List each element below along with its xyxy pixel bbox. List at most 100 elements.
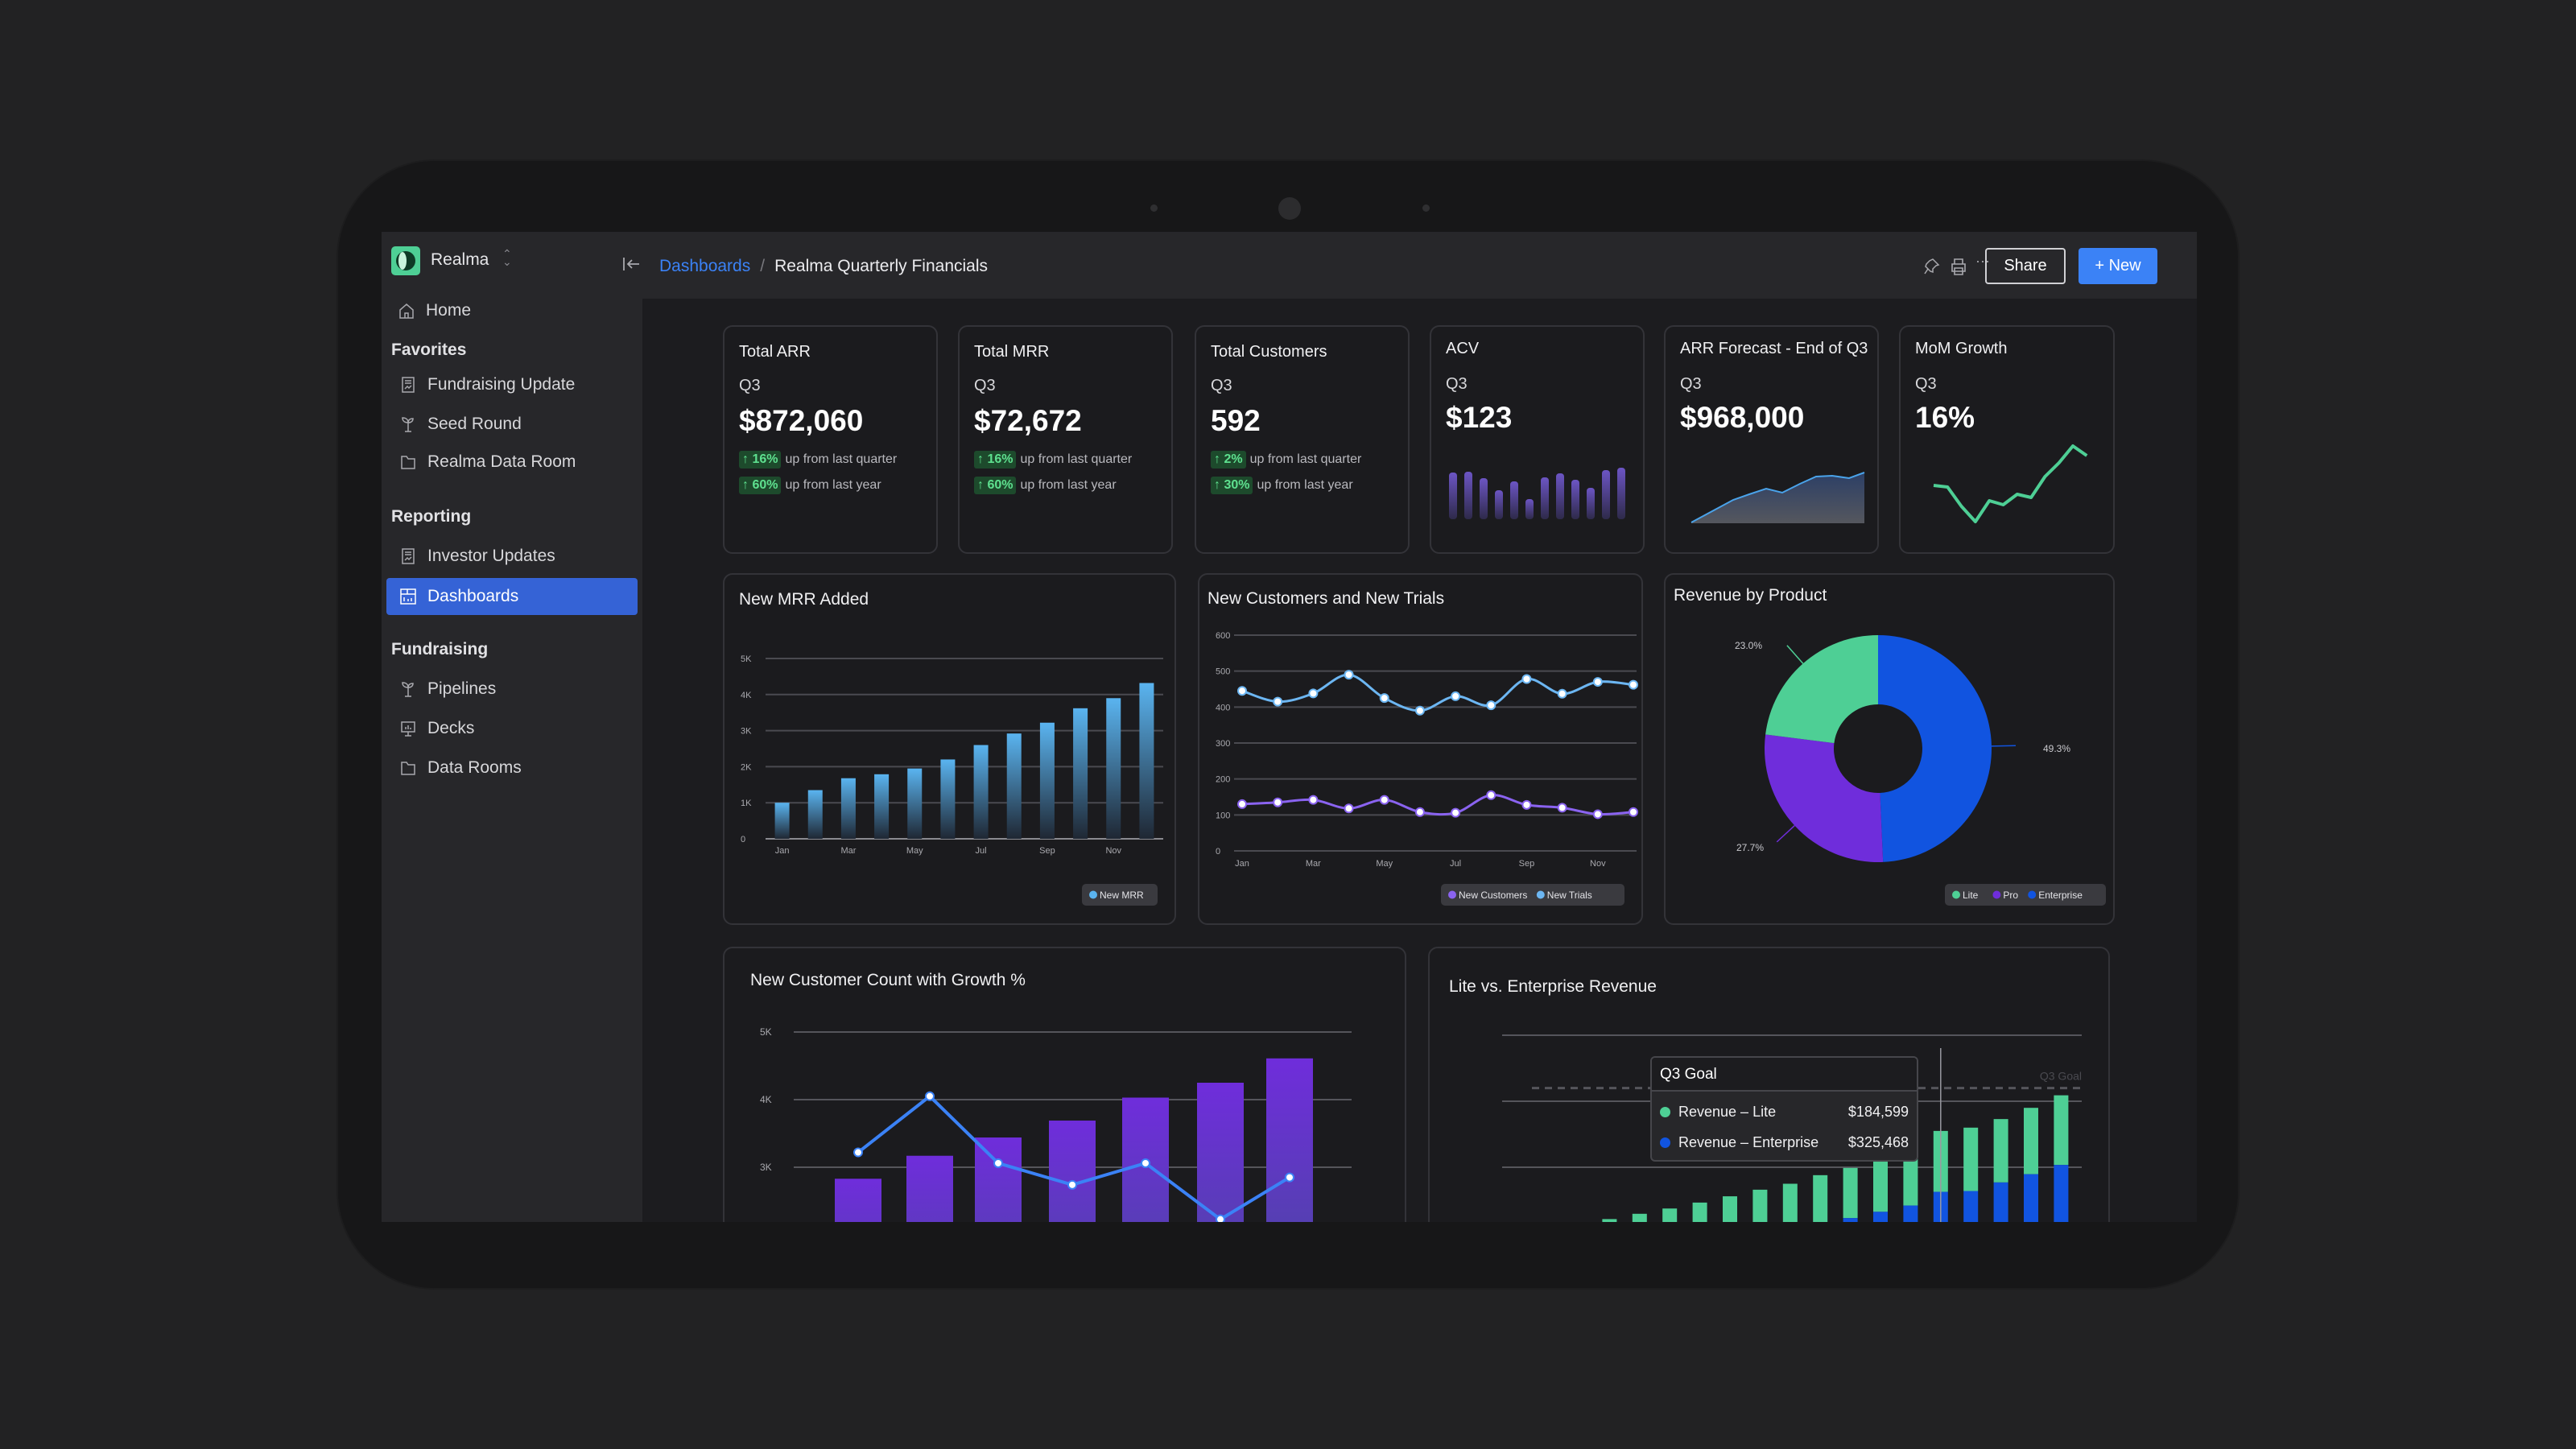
data-point (1237, 799, 1247, 809)
y-tick-label: 4K (760, 1094, 772, 1105)
sidebar: Realma ⌃ ⌄ Home Favorites Fundraising Upd… (382, 232, 642, 1222)
chevron-updown-icon[interactable]: ⌃ ⌄ (502, 247, 512, 268)
kpi-card-acv: ACV Q3 $123 (1430, 325, 1645, 554)
realma-logo (391, 246, 420, 275)
kpi-period: Q3 (739, 377, 761, 394)
share-button[interactable]: Share (1985, 248, 2066, 284)
breadcrumb-separator: / (760, 257, 766, 275)
sidebar-item-investor-updates[interactable]: Investor Updates (386, 539, 638, 574)
enterprise-dot-icon (1660, 1137, 1670, 1148)
x-tick-label: Jul (976, 846, 987, 856)
customer-count-bar (835, 1179, 881, 1222)
legend-box (1945, 884, 2106, 906)
legend-label: New Trials (1547, 890, 1592, 901)
sidebar-item-label: Investor Updates (427, 547, 555, 565)
chart-card-new-customer-count: New Customer Count with Growth % 3K 4K 5K (723, 947, 1406, 1222)
legend-label: New MRR (1100, 890, 1144, 901)
sidebar-item-realma-data-room[interactable]: Realma Data Room (386, 444, 638, 480)
acv-bar (1510, 481, 1518, 519)
mom-growth-sparkline (1933, 444, 2088, 523)
home-icon (399, 303, 414, 319)
enterprise-bar (1873, 1212, 1888, 1222)
fundraising-heading: Fundraising (391, 640, 489, 658)
kpi-change-quarter: ↑ 16% up from last quarter (739, 451, 897, 469)
acv-bar (1464, 472, 1472, 519)
sidebar-item-fundraising-update[interactable]: Fundraising Update (386, 367, 638, 402)
lite-vs-enterprise-chart: Q3 Goal (1502, 1034, 2082, 1222)
change-pct: 16% (987, 452, 1013, 466)
reporting-heading: Reporting (391, 507, 472, 526)
customer-count-bar (1197, 1083, 1244, 1222)
mrr-bar (840, 778, 856, 839)
data-point (1414, 705, 1425, 716)
pin-icon[interactable] (1922, 258, 1940, 277)
top-bar: Dashboards / Realma Quarterly Financials… (642, 232, 2197, 299)
leader-line (1991, 745, 2016, 747)
mrr-bar (1139, 683, 1154, 839)
breadcrumb-dashboards-link[interactable]: Dashboards (659, 257, 751, 275)
mrr-bar (1039, 722, 1055, 839)
print-icon[interactable] (1950, 257, 1967, 278)
kpi-period: Q3 (1915, 375, 1937, 393)
lite-bar (1993, 1119, 2008, 1183)
y-tick-label: 600 (1216, 631, 1230, 641)
legend-dot-icon (1448, 890, 1456, 899)
lite-bar (2024, 1108, 2038, 1174)
sidebar-item-label: Seed Round (427, 415, 522, 433)
sidebar-item-decks[interactable]: Decks (386, 711, 638, 746)
growth-point (993, 1158, 1003, 1168)
sidebar-item-seed-round[interactable]: Seed Round (386, 407, 638, 442)
acv-bar (1602, 470, 1610, 519)
customer-count-bar (906, 1155, 953, 1222)
sidebar-item-data-rooms[interactable]: Data Rooms (386, 750, 638, 786)
arrow-up-icon: ↑ (1214, 478, 1220, 492)
y-tick-label: 5K (760, 1026, 772, 1038)
enterprise-bar (1903, 1205, 1918, 1222)
kpi-value: $123 (1446, 401, 1513, 434)
kpi-card-total-mrr: Total MRR Q3 $72,672 ↑ 16% up from last q… (958, 325, 1173, 554)
workspace-switcher[interactable]: Realma (431, 250, 489, 269)
customer-count-bar (975, 1137, 1022, 1222)
change-text: up from last quarter (785, 452, 898, 466)
kpi-title: Total MRR (974, 343, 1050, 361)
page-title: Realma Quarterly Financials (774, 257, 989, 275)
arrow-up-icon: ↑ (742, 478, 749, 492)
legend-dot-icon (2028, 890, 2037, 899)
tooltip-label: Revenue – Enterprise (1678, 1133, 1819, 1150)
lite-bar (1963, 1127, 1979, 1191)
chart-card-new-mrr: New MRR Added 0 1K 2K 3K 4K 5K Jan Mar May Jul Sep… (723, 573, 1176, 925)
data-point (1521, 674, 1532, 684)
new-button[interactable]: + New (2079, 248, 2157, 284)
data-point (1344, 803, 1354, 814)
growth-point (1216, 1214, 1225, 1222)
data-point (1557, 803, 1567, 813)
legend-label: New Customers (1459, 890, 1527, 901)
data-point (1629, 679, 1638, 690)
sidebar-item-dashboards[interactable]: Dashboards (386, 578, 638, 615)
data-point (1451, 807, 1461, 818)
acv-bar (1449, 473, 1457, 519)
sidebar-item-pipelines[interactable]: Pipelines (386, 671, 638, 707)
data-point (1379, 693, 1389, 704)
change-pct: 60% (987, 478, 1013, 492)
growth-point (1141, 1158, 1150, 1168)
series-line (1241, 673, 1634, 712)
legend-dot-icon (1536, 890, 1545, 899)
tooltip-value: $184,599 (1847, 1103, 1909, 1120)
data-point (1592, 809, 1603, 819)
growth-line (1933, 444, 2088, 523)
lite-bar (1782, 1183, 1798, 1222)
lite-bar (1602, 1219, 1617, 1222)
x-tick-label: Nov (1590, 859, 1606, 869)
collapse-sidebar-icon[interactable] (621, 256, 641, 272)
legend-label: Enterprise (2038, 890, 2083, 901)
y-tick-label: 500 (1216, 667, 1230, 677)
leader-line (1776, 824, 1795, 843)
chart-title: New MRR Added (739, 590, 869, 609)
lite-bar (1752, 1189, 1768, 1222)
x-tick-label: May (906, 846, 923, 856)
acv-bar (1556, 473, 1564, 519)
sidebar-item-home[interactable]: Home (385, 293, 636, 328)
new-mrr-chart: 0 1K 2K 3K 4K 5K Jan Mar May Jul Sep Nov New MRR (741, 654, 1163, 906)
legend-dot-icon (1089, 890, 1097, 899)
